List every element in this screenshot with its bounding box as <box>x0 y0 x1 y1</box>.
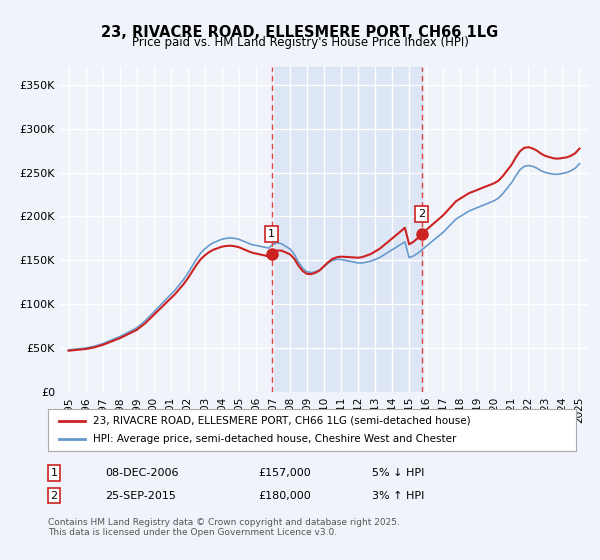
Text: £157,000: £157,000 <box>258 468 311 478</box>
Text: HPI: Average price, semi-detached house, Cheshire West and Chester: HPI: Average price, semi-detached house,… <box>93 434 456 444</box>
Text: 5% ↓ HPI: 5% ↓ HPI <box>372 468 424 478</box>
Text: Contains HM Land Registry data © Crown copyright and database right 2025.
This d: Contains HM Land Registry data © Crown c… <box>48 518 400 538</box>
Text: 23, RIVACRE ROAD, ELLESMERE PORT, CH66 1LG: 23, RIVACRE ROAD, ELLESMERE PORT, CH66 1… <box>101 25 499 40</box>
Text: 23, RIVACRE ROAD, ELLESMERE PORT, CH66 1LG (semi-detached house): 23, RIVACRE ROAD, ELLESMERE PORT, CH66 1… <box>93 416 470 426</box>
Text: 1: 1 <box>50 468 58 478</box>
Text: 2: 2 <box>418 209 425 219</box>
Text: Price paid vs. HM Land Registry's House Price Index (HPI): Price paid vs. HM Land Registry's House … <box>131 36 469 49</box>
Text: 1: 1 <box>268 229 275 239</box>
Text: 3% ↑ HPI: 3% ↑ HPI <box>372 491 424 501</box>
Text: 2: 2 <box>50 491 58 501</box>
Text: 08-DEC-2006: 08-DEC-2006 <box>105 468 179 478</box>
Text: £180,000: £180,000 <box>258 491 311 501</box>
Text: 25-SEP-2015: 25-SEP-2015 <box>105 491 176 501</box>
Bar <box>272 67 422 392</box>
